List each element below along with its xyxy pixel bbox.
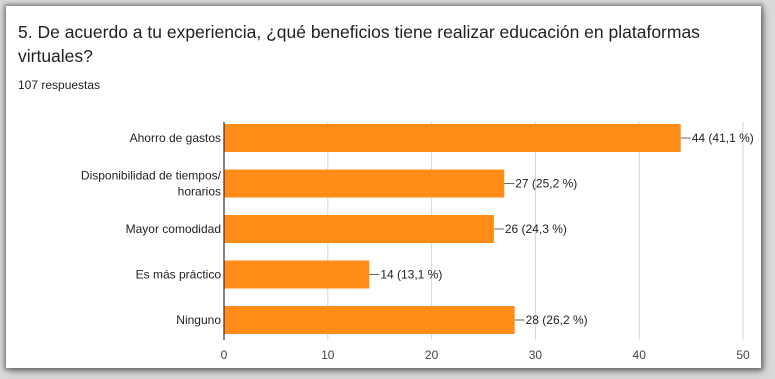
x-tick-label-0: 0 <box>221 348 228 362</box>
bar-4 <box>224 306 515 334</box>
x-tick-label-2: 20 <box>425 348 439 362</box>
x-tick-label-3: 30 <box>529 348 543 362</box>
bar-2 <box>224 215 494 243</box>
x-tick-label-4: 40 <box>633 348 647 362</box>
question-card: 5. De acuerdo a tu experiencia, ¿qué ben… <box>6 6 761 368</box>
data-label-2: 26 (24,3 %) <box>505 222 567 236</box>
data-label-1: 27 (25,2 %) <box>515 177 577 191</box>
data-label-4: 28 (26,2 %) <box>526 313 588 327</box>
bar-3 <box>224 260 370 289</box>
category-label-2: Mayor comodidad <box>126 222 221 236</box>
category-label-3: Es más práctico <box>136 268 222 282</box>
data-label-0: 44 (41,1 %) <box>692 131 754 145</box>
category-label-1: Disponibilidad de tiempos/horarios <box>81 169 222 199</box>
category-label-0: Ahorro de gastos <box>130 131 221 145</box>
bar-0 <box>224 124 681 152</box>
category-label-4: Ninguno <box>176 313 221 327</box>
question-title: 5. De acuerdo a tu experiencia, ¿qué ben… <box>18 22 700 66</box>
bar-chart: Ahorro de gastos 44 (41,1 %) Disponibilida… <box>81 122 754 362</box>
x-tick-label-1: 10 <box>321 348 335 362</box>
response-count: 107 respuestas <box>18 78 101 92</box>
data-label-3: 14 (13,1 %) <box>380 268 442 282</box>
bar-1 <box>224 169 505 198</box>
x-tick-label-5: 50 <box>736 348 750 362</box>
